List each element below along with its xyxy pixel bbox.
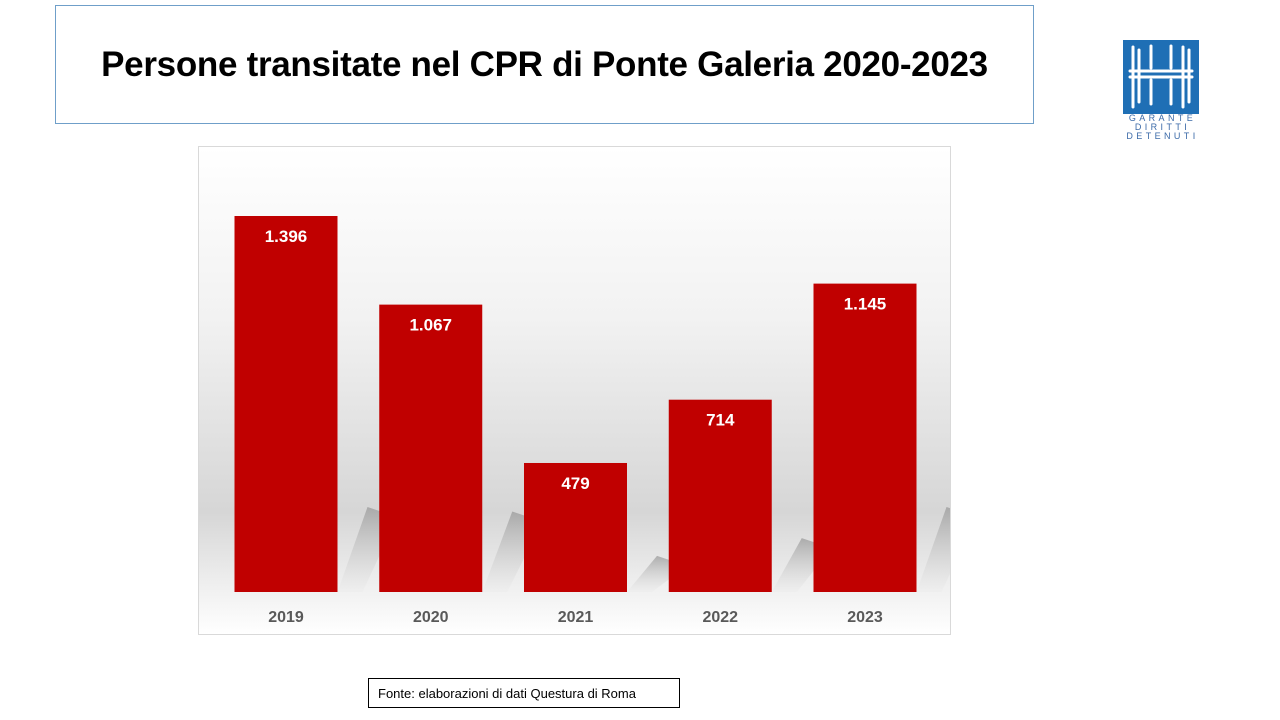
- bar-chart: 1.396 2019 1.067 2020 479 2021 714 2022 1.145 202…: [199, 147, 950, 634]
- logo-text-line-3: DETENUTI: [1126, 131, 1199, 141]
- logo-text-line-2: DIRITTI: [1134, 122, 1191, 132]
- logo-text-line-1: GARANTE: [1128, 113, 1197, 123]
- bar-shadow-2023: [916, 507, 950, 592]
- bar-2023: [813, 283, 917, 592]
- chart-area: 1.396 2019 1.067 2020 479 2021 714 2022 1.145 202…: [198, 146, 951, 635]
- data-label-2021: 479: [561, 474, 589, 493]
- x-tick-label-2023: 2023: [847, 609, 883, 626]
- data-label-2020: 1.067: [409, 316, 452, 335]
- bar-2020: [379, 304, 483, 592]
- x-tick-label-2022: 2022: [702, 609, 738, 626]
- x-tick-label-2019: 2019: [268, 609, 304, 626]
- garante-logo: GARANTE DIRITTI DETENUTI: [1123, 40, 1199, 141]
- garante-logo-icon: [1123, 40, 1199, 114]
- source-note: Fonte: elaborazioni di dati Questura di …: [378, 685, 636, 701]
- x-tick-label-2021: 2021: [558, 609, 594, 626]
- data-label-2023: 1.145: [844, 295, 887, 314]
- bar-2021: [524, 462, 627, 592]
- x-tick-label-2020: 2020: [413, 609, 449, 626]
- page-title: Persone transitate nel CPR di Ponte Gale…: [101, 44, 988, 84]
- source-box: Fonte: elaborazioni di dati Questura di …: [368, 678, 680, 708]
- bar-2022: [668, 399, 772, 592]
- bar-2019: [234, 216, 338, 592]
- data-label-2019: 1.396: [265, 227, 308, 246]
- title-box: Persone transitate nel CPR di Ponte Gale…: [55, 5, 1034, 124]
- data-label-2022: 714: [706, 411, 735, 430]
